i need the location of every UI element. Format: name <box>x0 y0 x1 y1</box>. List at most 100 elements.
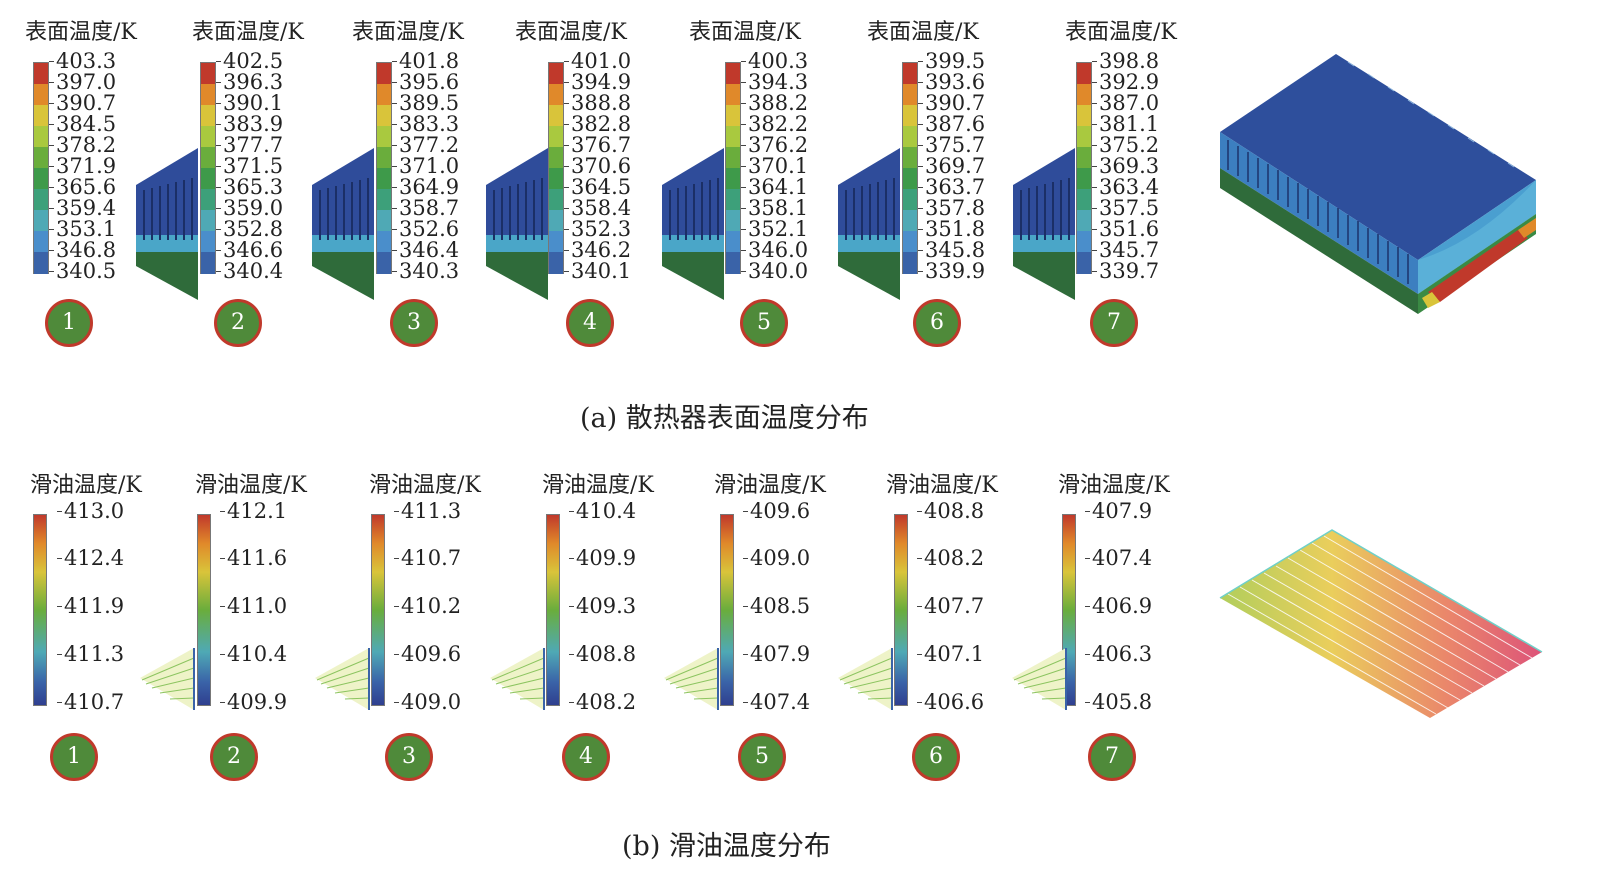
panel-b5-colorbar <box>720 514 734 706</box>
panel-b5-title: 滑油温度/K <box>714 473 826 498</box>
tick-label: 375.7 <box>917 133 986 157</box>
tick-label: 411.0 <box>219 594 288 618</box>
colorbar-segment <box>726 84 740 106</box>
colorbar-segment <box>549 189 563 211</box>
colorbar-segment <box>201 168 215 190</box>
colorbar-segment <box>1077 84 1091 106</box>
heatsink-slice-model <box>838 148 900 300</box>
tick-label: 357.5 <box>1091 196 1160 220</box>
colorbar-segment <box>377 84 391 106</box>
panel-b1-title: 滑油温度/K <box>30 473 142 498</box>
panel-b4-colorbar <box>546 514 560 706</box>
colorbar-segment <box>903 126 917 148</box>
heatsink-slice-model <box>1013 148 1075 300</box>
tick-label: 353.1 <box>48 217 117 241</box>
tick-label: 408.8 <box>916 499 985 523</box>
oil-streamline-slice <box>664 648 719 710</box>
colorbar-segment <box>377 168 391 190</box>
tick-label: 369.7 <box>917 154 986 178</box>
tick-label: 358.1 <box>740 196 809 220</box>
tick-label: 400.3 <box>740 49 809 73</box>
panel-a2-badge: 2 <box>214 299 262 347</box>
colorbar-segment <box>726 105 740 127</box>
colorbar-segment <box>34 147 48 169</box>
tick-label: 398.8 <box>1091 49 1160 73</box>
colorbar-segment <box>903 147 917 169</box>
tick-label: 409.3 <box>568 594 637 618</box>
tick-label: 377.7 <box>215 133 284 157</box>
colorbar-segment <box>726 168 740 190</box>
tick-label: 345.7 <box>1091 238 1160 262</box>
panel-a2-title: 表面温度/K <box>192 20 304 45</box>
panel-a5-colorbar <box>725 62 741 274</box>
tick-label: 365.6 <box>48 175 117 199</box>
colorbar-segment <box>201 252 215 274</box>
colorbar-segment <box>34 105 48 127</box>
colorbar-segment <box>549 63 563 85</box>
heatsink-slice-model <box>662 148 724 300</box>
tick-label: 375.2 <box>1091 133 1160 157</box>
tick-label: 383.3 <box>391 112 460 136</box>
tick-label: 411.6 <box>219 546 288 570</box>
tick-label: 387.6 <box>917 112 986 136</box>
tick-label: 413.0 <box>56 499 125 523</box>
tick-label: 371.0 <box>391 154 460 178</box>
colorbar-segment <box>549 105 563 127</box>
colorbar-segment <box>34 210 48 232</box>
panel-b5-badge: 5 <box>738 733 786 781</box>
tick-label: 351.6 <box>1091 217 1160 241</box>
colorbar-segment <box>377 105 391 127</box>
colorbar-segment <box>726 231 740 253</box>
tick-label: 407.7 <box>916 594 985 618</box>
tick-label: 357.8 <box>917 196 986 220</box>
colorbar-segment <box>1077 210 1091 232</box>
tick-label: 389.5 <box>391 91 460 115</box>
panel-b7-title: 滑油温度/K <box>1058 473 1170 498</box>
tick-label: 409.9 <box>219 690 288 714</box>
tick-label: 411.3 <box>56 642 125 666</box>
colorbar-segment <box>377 126 391 148</box>
tick-label: 409.9 <box>568 546 637 570</box>
panel-a1-title: 表面温度/K <box>25 20 137 45</box>
tick-label: 392.9 <box>1091 70 1160 94</box>
tick-label: 370.1 <box>740 154 809 178</box>
colorbar-segment <box>377 252 391 274</box>
oil-streamline-slice <box>490 648 545 710</box>
colorbar-segment <box>1077 63 1091 85</box>
tick-label: 388.8 <box>563 91 632 115</box>
tick-label: 401.0 <box>563 49 632 73</box>
tick-label: 394.9 <box>563 70 632 94</box>
panel-b2-badge: 2 <box>210 733 258 781</box>
colorbar-segment <box>903 105 917 127</box>
colorbar-segment <box>34 189 48 211</box>
panel-b3-title: 滑油温度/K <box>369 473 481 498</box>
tick-label: 340.4 <box>215 259 284 283</box>
colorbar-segment <box>549 84 563 106</box>
panel-a1-badge: 1 <box>45 299 93 347</box>
tick-label: 363.4 <box>1091 175 1160 199</box>
panel-a7-title: 表面温度/K <box>1065 20 1177 45</box>
colorbar-segment <box>34 126 48 148</box>
tick-label: 412.4 <box>56 546 125 570</box>
tick-label: 346.4 <box>391 238 460 262</box>
tick-label: 408.2 <box>916 546 985 570</box>
tick-label: 340.3 <box>391 259 460 283</box>
tick-label: 358.7 <box>391 196 460 220</box>
tick-label: 345.8 <box>917 238 986 262</box>
tick-label: 382.2 <box>740 112 809 136</box>
colorbar-segment <box>726 126 740 148</box>
colorbar-segment <box>1077 147 1091 169</box>
tick-label: 346.8 <box>48 238 117 262</box>
tick-label: 408.8 <box>568 642 637 666</box>
colorbar-segment <box>726 252 740 274</box>
colorbar-segment <box>549 147 563 169</box>
colorbar-segment <box>377 231 391 253</box>
tick-label: 402.5 <box>215 49 284 73</box>
panel-b2-title: 滑油温度/K <box>195 473 307 498</box>
tick-label: 390.7 <box>48 91 117 115</box>
tick-label: 365.3 <box>215 175 284 199</box>
tick-label: 340.5 <box>48 259 117 283</box>
tick-label: 352.8 <box>215 217 284 241</box>
tick-label: 408.5 <box>742 594 811 618</box>
panel-a3-badge: 3 <box>390 299 438 347</box>
